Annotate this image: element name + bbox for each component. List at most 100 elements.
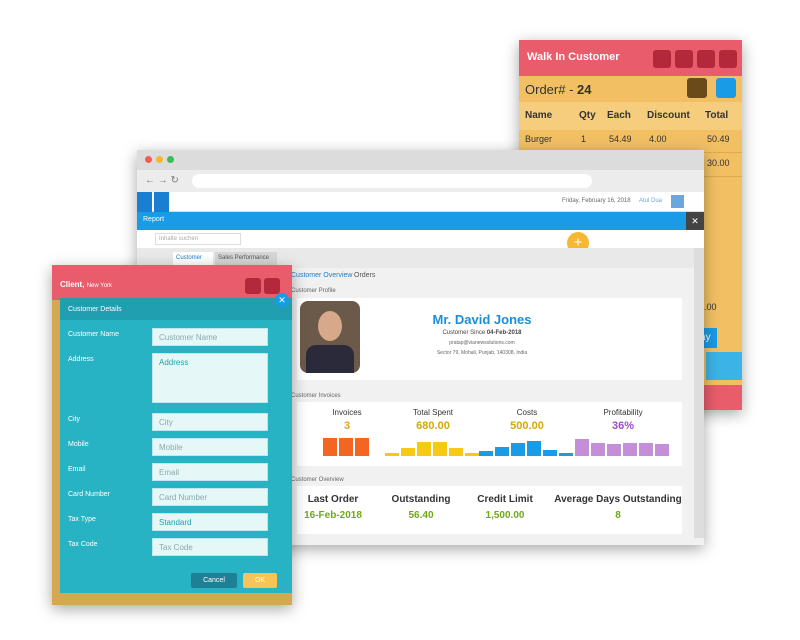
overview-card: Last Order 16-Feb-2018 Outstanding 56.40 Cre… <box>297 486 682 534</box>
client-customer-icon[interactable] <box>245 278 261 294</box>
invoice-value: 3 <box>343 420 351 432</box>
app-toolbar: Friday, February 16, 2018 Atul Dua <box>137 192 704 212</box>
side-value: 4.00 <box>699 302 717 312</box>
tab-row: Customer Sales Performance <box>137 248 694 268</box>
client-title: Client, New York <box>60 280 112 289</box>
browser-titlebar <box>137 150 704 170</box>
order-label-text: Order# <box>525 82 566 97</box>
profile-address: Sector 79, Mohali, Punjab, 140308, India <box>436 350 528 356</box>
menu-icon[interactable] <box>697 50 715 68</box>
mini-bar <box>465 453 479 456</box>
exit-button[interactable] <box>706 352 742 380</box>
folder-button[interactable] <box>137 192 152 212</box>
field-input[interactable]: Address <box>152 353 268 403</box>
customer-icon[interactable] <box>653 50 671 68</box>
mini-bar <box>355 438 369 456</box>
cell-name: Burger <box>525 134 553 144</box>
avatar[interactable] <box>671 195 684 208</box>
mini-bar <box>527 441 541 456</box>
add-icon[interactable] <box>719 50 737 68</box>
mini-bar <box>479 451 493 456</box>
client-location: New York <box>86 283 113 289</box>
tab-sales[interactable]: Sales Performance <box>215 252 277 266</box>
field-input[interactable]: Mobile <box>152 438 268 456</box>
mini-bar <box>449 448 463 456</box>
close-dot[interactable] <box>145 156 152 163</box>
overview-label: Average Days Outstanding <box>554 494 682 505</box>
tab-customer[interactable]: Customer <box>173 252 213 266</box>
mini-bar <box>639 443 653 456</box>
nav-buttons[interactable]: ← → ↻ <box>145 175 179 186</box>
invoice-label: Total Spent <box>412 408 454 417</box>
photo-face <box>318 311 342 341</box>
minimize-dot[interactable] <box>156 156 163 163</box>
order-number: 24 <box>577 82 592 97</box>
profile-email: pratap@vianewsolutions.com <box>449 340 515 346</box>
mini-bar <box>417 442 431 456</box>
invoices-card: Invoices 3 Total Spent 680.00 Costs 500.00 Pro… <box>297 402 682 466</box>
invoices-section: Customer Invoices <box>291 393 341 399</box>
client-window: Client, New York Customer Details Cancel… <box>52 265 292 605</box>
cell-each: 54.49 <box>609 134 632 144</box>
field-label: Email <box>68 466 86 473</box>
field-label: Card Number <box>68 491 111 498</box>
date: Friday, February 16, 2018 <box>562 198 631 204</box>
search-input[interactable]: Inhalte suchen <box>155 233 241 245</box>
subtab-orders[interactable]: Orders <box>354 272 376 279</box>
mini-bar <box>575 439 589 456</box>
basket-icon[interactable] <box>687 78 707 98</box>
pos-table-header <box>519 102 742 130</box>
field-input[interactable]: Tax Code <box>152 538 268 556</box>
mini-bar <box>401 448 415 456</box>
profile-section: Customer Profile <box>291 288 336 294</box>
column-header: Each <box>607 110 631 121</box>
ok-button[interactable]: OK <box>243 573 277 588</box>
search-icon[interactable] <box>675 50 693 68</box>
mini-bar <box>543 450 557 456</box>
column-header: Discount <box>647 110 690 121</box>
mini-bar <box>607 444 621 456</box>
invoice-value: 500.00 <box>510 420 544 432</box>
scrollbar[interactable] <box>694 248 704 538</box>
mini-bar <box>511 443 525 456</box>
field-input[interactable]: Email <box>152 463 268 481</box>
mini-bar <box>623 443 637 456</box>
order-label: Order# - 24 <box>525 82 592 97</box>
column-header: Qty <box>579 110 596 121</box>
overview-section: Customer Overview <box>291 477 344 483</box>
mini-bar <box>323 438 337 456</box>
overview-label: Outstanding <box>391 494 451 505</box>
field-input[interactable]: Card Number <box>152 488 268 506</box>
profile-since: Customer Since 04-Feb-2018 <box>377 330 587 336</box>
field-input[interactable]: City <box>152 413 268 431</box>
dialog-close[interactable]: ✕ <box>275 293 289 307</box>
address-bar[interactable] <box>192 174 592 188</box>
cell-qty: 1 <box>581 134 587 144</box>
overview-label: Credit Limit <box>477 494 533 505</box>
field-input[interactable]: Customer Name <box>152 328 268 346</box>
user: Atul Dua <box>639 198 663 204</box>
mini-bar <box>655 444 669 456</box>
maximize-dot[interactable] <box>167 156 174 163</box>
info-button[interactable] <box>154 192 169 212</box>
since-label: Customer Since <box>442 330 486 336</box>
mini-bar <box>385 453 399 456</box>
pos-title: Walk In Customer <box>527 51 620 63</box>
invoice-value: 36% <box>611 420 635 432</box>
since-date: 04-Feb-2018 <box>486 330 522 336</box>
tax-type-select[interactable]: Standard <box>152 513 268 531</box>
report-close[interactable]: ✕ <box>686 212 704 230</box>
cancel-button[interactable]: Cancel <box>191 573 237 588</box>
timer-icon[interactable] <box>716 78 736 98</box>
field-label: Tax Type <box>68 516 96 523</box>
overview-label: Last Order <box>307 494 359 505</box>
invoice-value: 680.00 <box>416 420 450 432</box>
cell-discount: 4.00 <box>649 134 667 144</box>
subtab-overview[interactable]: Customer Overview <box>291 272 353 279</box>
mini-bar <box>339 438 353 456</box>
client-search-icon[interactable] <box>264 278 280 294</box>
field-label: Mobile <box>68 441 89 448</box>
client-title-text: Client, <box>60 280 85 289</box>
overview-value: 16-Feb-2018 <box>304 510 362 521</box>
